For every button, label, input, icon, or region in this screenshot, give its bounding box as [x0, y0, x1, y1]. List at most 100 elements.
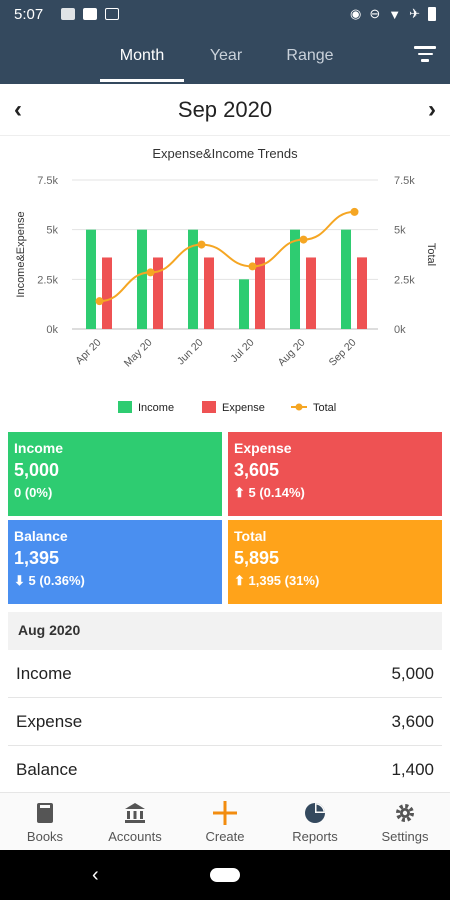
nav-label: Reports: [292, 829, 338, 844]
expense-bar: [153, 257, 163, 329]
card-change: 0 (0%): [14, 485, 53, 500]
x-tick-label: Jul 20: [228, 337, 256, 365]
status-time: 5:07: [14, 5, 44, 23]
book-icon: [37, 803, 53, 823]
nav-reports[interactable]: Reports: [270, 793, 360, 850]
expense-bar: [204, 257, 214, 329]
y2-tick-label: 2.5k: [394, 274, 415, 286]
nav-label: Accounts: [108, 829, 162, 844]
row-value: 1,400: [391, 759, 434, 779]
period-tabs: Month Year Range: [100, 38, 352, 82]
expense-bar: [357, 257, 367, 329]
y-tick-label: 5k: [46, 225, 58, 237]
income-bar: [137, 229, 147, 329]
y2-axis-title: Total: [425, 243, 437, 266]
chevron-left-icon[interactable]: ‹: [14, 96, 22, 123]
x-tick-label: Sep 20: [327, 337, 359, 369]
chevron-right-icon[interactable]: ›: [428, 96, 436, 123]
tab-year[interactable]: Year: [209, 47, 243, 64]
card-value: 1,395: [14, 548, 60, 568]
total-point: [197, 240, 206, 249]
x-tick-label: Aug 20: [276, 337, 308, 369]
legend-income-label: Income: [138, 402, 174, 414]
x-tick-label: Jun 20: [175, 337, 206, 368]
nav-accounts[interactable]: Accounts: [90, 793, 180, 850]
home-icon[interactable]: [210, 868, 240, 882]
card-label: Income: [14, 440, 64, 456]
vibrate-icon: ◉: [349, 6, 362, 21]
card-change: ⬇ 5 (0.36%): [14, 573, 85, 588]
system-navigation-bar: ‹: [0, 850, 450, 900]
list-item[interactable]: Balance 1,400: [8, 746, 442, 792]
pie-chart-icon: [305, 803, 325, 823]
tab-month[interactable]: Month: [100, 38, 184, 82]
summary-cards: Income 5,000 0 (0%) Expense 3,605 ⬆ 5 (0…: [8, 432, 442, 604]
trend-chart: 0k 0k 2.5k 2.5k 5k 5k 7.5k 7.5k Income&Expense To…: [15, 175, 437, 414]
wifi-icon: ▼: [388, 6, 402, 22]
app-header: 5:07 ◉ ⊖ ▼ ✈ Month Year Range: [0, 0, 450, 84]
plus-icon: [213, 801, 237, 825]
card-label: Total: [234, 528, 267, 544]
y-axis-title: Income&Expense: [15, 211, 27, 297]
previous-period-heading: Aug 2020: [8, 612, 442, 650]
nav-create[interactable]: Create: [180, 793, 270, 850]
month-navigator: ‹ Sep 2020 ›: [0, 84, 450, 136]
income-bar: [86, 229, 96, 329]
notification-icon: [61, 8, 76, 20]
total-point: [95, 297, 104, 306]
legend-total-marker: [295, 403, 303, 411]
back-icon[interactable]: ‹: [92, 864, 99, 886]
filter-icon[interactable]: [414, 46, 436, 64]
card-value: 5,000: [14, 460, 60, 480]
nav-label: Settings: [381, 829, 429, 844]
total-point: [350, 207, 359, 216]
airplane-icon: ✈: [409, 6, 420, 21]
card-label: Balance: [14, 528, 68, 544]
total-card[interactable]: Total 5,895 ⬆ 1,395 (31%): [228, 520, 442, 604]
income-bar: [188, 229, 198, 329]
gear-icon: [396, 804, 414, 822]
card-change: ⬆ 1,395 (31%): [234, 573, 320, 588]
card-value: 5,895: [234, 548, 280, 568]
x-tick-label: Apr 20: [73, 337, 103, 367]
nav-settings[interactable]: Settings: [360, 793, 450, 850]
legend-total-label: Total: [313, 402, 336, 414]
total-line: [99, 210, 355, 303]
total-point: [248, 262, 257, 271]
expense-bar: [255, 257, 265, 329]
card-label: Expense: [234, 440, 292, 456]
list-item[interactable]: Income 5,000: [8, 650, 442, 698]
battery-icon: [428, 7, 436, 21]
income-bar: [290, 229, 300, 329]
list-item[interactable]: Expense 3,600: [8, 698, 442, 746]
tab-range[interactable]: Range: [286, 47, 334, 64]
expense-bar: [102, 257, 112, 329]
row-value: 5,000: [391, 663, 434, 683]
row-value: 3,600: [391, 711, 434, 731]
y-tick-label: 2.5k: [37, 274, 58, 286]
nav-label: Books: [26, 829, 64, 844]
chart-title: Expense&Income Trends: [152, 146, 298, 161]
income-card[interactable]: Income 5,000 0 (0%): [8, 432, 222, 516]
income-bar: [239, 279, 249, 329]
bottom-navigation: Books Accounts Create Reports Settings: [0, 792, 450, 850]
expense-bar: [306, 257, 316, 329]
card-value: 3,605: [234, 460, 280, 480]
nav-books[interactable]: Books: [0, 793, 90, 850]
legend-expense-label: Expense: [222, 402, 265, 414]
y2-tick-label: 0k: [394, 324, 406, 336]
notification-icon: [83, 8, 98, 20]
y2-tick-label: 5k: [394, 225, 406, 237]
legend-expense-swatch: [202, 401, 216, 413]
row-label: Balance: [16, 759, 78, 779]
bank-icon: [125, 803, 145, 823]
dnd-icon: ⊖: [369, 6, 381, 21]
expense-card[interactable]: Expense 3,605 ⬆ 5 (0.14%): [228, 432, 442, 516]
report-content: Expense&Income Trends 0k 0k 2.5k 2.5k 5k 5k 7.…: [0, 136, 450, 792]
nav-label: Create: [205, 829, 245, 844]
balance-card[interactable]: Balance 1,395 ⬇ 5 (0.36%): [8, 520, 222, 604]
translate-icon: [105, 8, 120, 20]
x-tick-label: May 20: [122, 337, 155, 370]
row-label: Income: [16, 663, 72, 683]
period-title: Sep 2020: [177, 97, 273, 122]
